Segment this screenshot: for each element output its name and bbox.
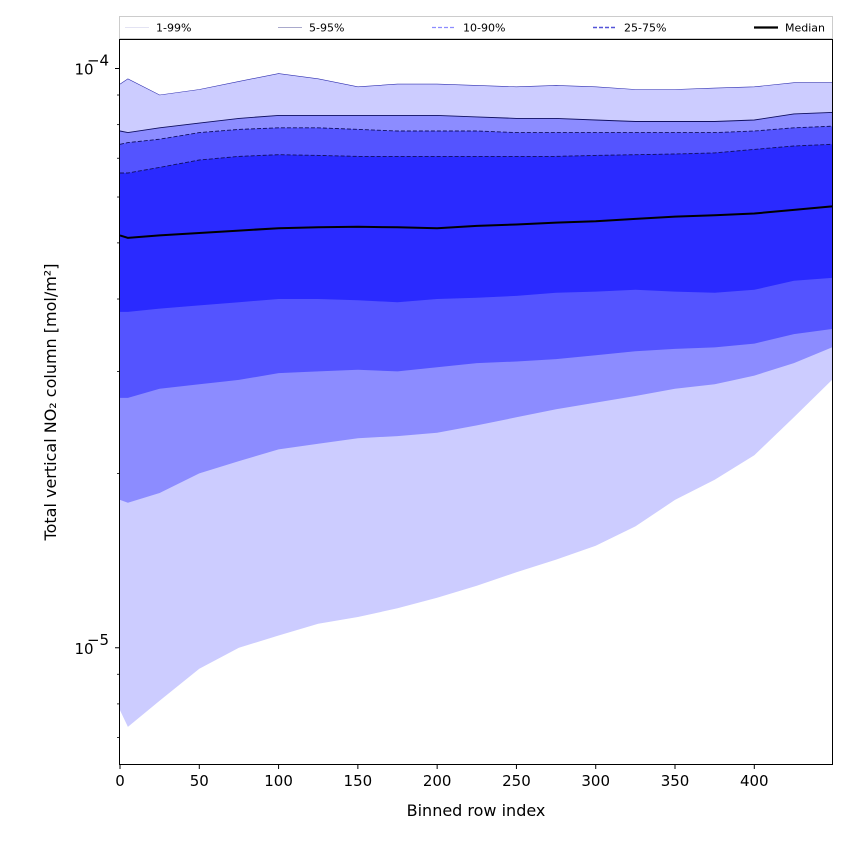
median-layer [119,205,833,239]
x-tick-label: 200 [423,772,452,790]
band-edge-5-95% [119,111,833,134]
y-tick-exponent: −5 [87,631,109,649]
y-tick-exponent: −4 [87,52,109,70]
legend-box [119,16,833,39]
median-line [119,205,833,239]
x-axis-label: Binned row index [407,801,546,820]
y-tick-label: 10 [74,640,93,658]
x-tick-label: 250 [502,772,531,790]
legend-label: 5-95% [309,22,344,35]
legend-label: 25-75% [624,22,666,35]
band-edge-10-90% [119,125,833,145]
x-tick-label: 0 [115,772,125,790]
y-axis: 10−510−4 [74,52,120,738]
y-tick-label: 10 [74,61,93,79]
band-25-75% [120,144,832,312]
x-axis: 0 50 100 150 200 250 300 350 400 [115,764,769,790]
x-tick-label: 150 [344,772,373,790]
legend: 1-99% 5-95% 10-90% 25-75% Median [119,16,833,39]
x-tick-label: 400 [740,772,769,790]
x-tick-label: 350 [661,772,690,790]
legend-label: 10-90% [463,22,505,35]
legend-label: 1-99% [156,22,191,35]
x-tick-label: 100 [264,772,293,790]
band-edge-1-99% [119,73,832,96]
x-tick-label: 300 [581,772,610,790]
legend-label: Median [785,22,825,35]
percentile-bands [119,73,833,727]
x-tick-label: 50 [190,772,209,790]
y-axis-label: Total vertical NO₂ column [mol/m²] [41,264,60,542]
band-edge-25-75% [120,143,833,174]
plot-frame [119,39,833,765]
